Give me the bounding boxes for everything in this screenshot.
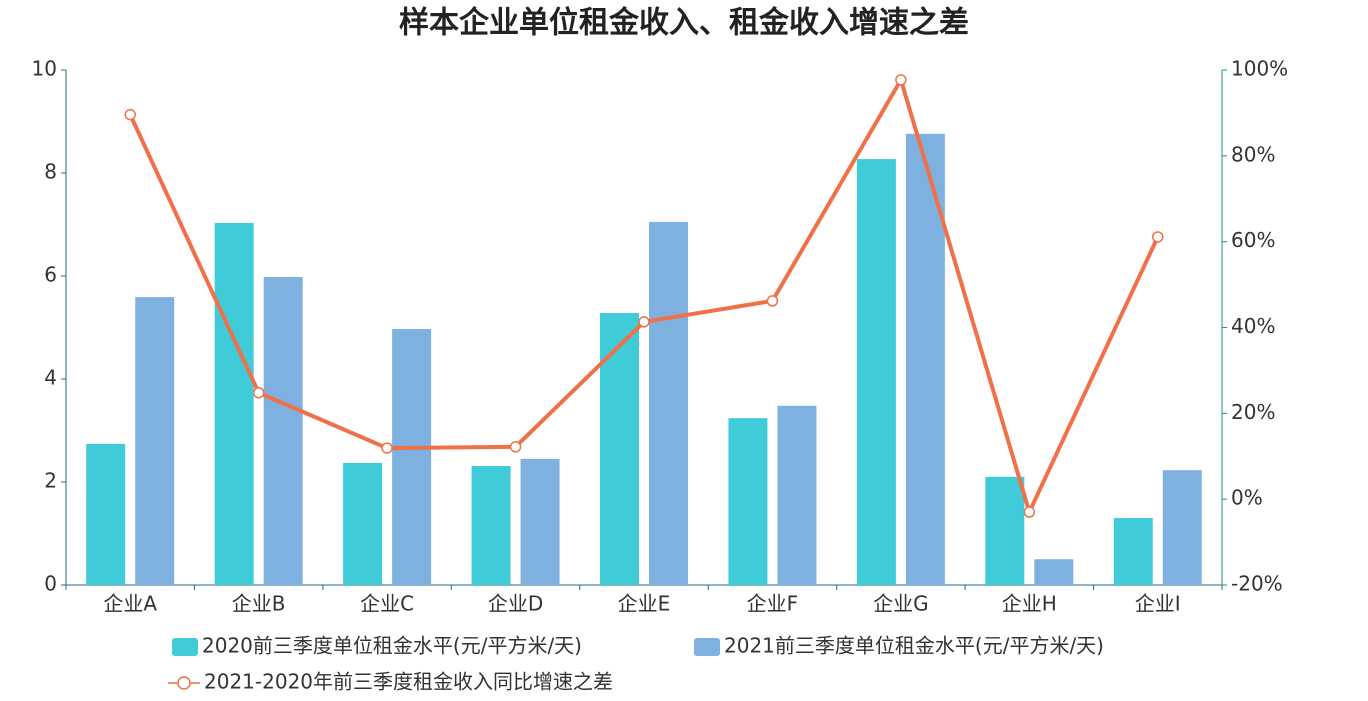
bar: [728, 418, 768, 585]
x-tick-label: 企业F: [747, 592, 799, 616]
y-tick-label: 10: [32, 57, 57, 81]
line-point: [1152, 231, 1164, 243]
line-point: [252, 386, 265, 399]
line-point: [1023, 506, 1036, 518]
bar: [214, 222, 254, 585]
bar: [649, 221, 688, 586]
bar: [1034, 559, 1074, 585]
line-point: [124, 108, 136, 121]
y2-tick-label: 20%: [1231, 400, 1275, 424]
bar: [135, 297, 175, 585]
bar: [520, 458, 560, 585]
x-tick-label: 企业D: [488, 592, 543, 616]
x-tick-label: 企业I: [1135, 592, 1181, 616]
x-tick-label: 企业B: [232, 592, 286, 616]
x-tick-label: 企业A: [103, 592, 157, 616]
legend-marker: [172, 638, 198, 656]
y-tick-label: 6: [44, 263, 57, 287]
bar: [1162, 470, 1202, 585]
bar: [985, 476, 1025, 585]
legend-label: 2021-2020年前三季度租金收入同比增速之差: [204, 670, 613, 694]
line-point: [895, 74, 907, 86]
y2-tick-label: 60%: [1231, 228, 1275, 252]
x-tick-label: 企业G: [873, 592, 929, 616]
x-tick-label: 企业C: [360, 592, 414, 616]
line-point: [638, 316, 650, 328]
y-tick-label: 8: [44, 160, 57, 184]
legend-label: 2020前三季度单位租金水平(元/平方米/天): [202, 634, 582, 658]
line-point: [381, 442, 393, 454]
y2-tick-label: 100%: [1231, 57, 1288, 81]
bar: [600, 313, 639, 585]
chart-title: 样本企业单位租金收入、租金收入增速之差: [399, 6, 969, 41]
y-tick-label: 4: [44, 366, 57, 390]
y-tick-label: 0: [44, 572, 57, 596]
bar: [471, 466, 511, 585]
y2-tick-label: 0%: [1231, 486, 1263, 510]
line-point: [509, 441, 522, 453]
x-tick-label: 企业E: [618, 592, 671, 616]
y2-tick-label: 40%: [1231, 314, 1275, 338]
legend-marker: [694, 638, 720, 656]
bar: [856, 159, 896, 585]
bar: [263, 277, 303, 585]
bar: [392, 329, 432, 585]
bar: [343, 462, 383, 585]
bar: [777, 405, 817, 585]
line-point: [766, 295, 779, 307]
legend-label: 2021前三季度单位租金水平(元/平方米/天): [724, 634, 1104, 658]
legend-marker: [177, 676, 191, 690]
x-tick-label: 企业H: [1002, 592, 1057, 616]
y2-tick-label: 80%: [1231, 142, 1275, 166]
bar: [86, 443, 126, 585]
y2-tick-label: -20%: [1231, 572, 1283, 596]
y-tick-label: 2: [44, 469, 57, 493]
bar: [1113, 518, 1153, 585]
